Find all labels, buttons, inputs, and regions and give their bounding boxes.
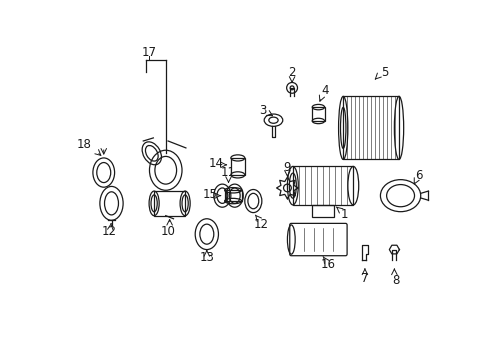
Text: 1: 1 [340, 208, 348, 221]
Text: 8: 8 [391, 274, 399, 287]
Text: 6: 6 [415, 169, 422, 182]
Text: 15: 15 [202, 188, 217, 201]
Bar [292, 166, 352, 205]
Bar [154, 191, 185, 216]
Text: 16: 16 [320, 258, 335, 271]
Text: 9: 9 [283, 161, 290, 175]
Bar [311, 107, 324, 121]
Text: 13: 13 [199, 251, 214, 264]
Bar [343, 96, 398, 159]
Text: 12: 12 [102, 225, 117, 238]
Text: 10: 10 [161, 225, 175, 238]
Text: 2: 2 [288, 66, 295, 79]
Text: 11: 11 [221, 166, 236, 179]
Bar [311, 205, 333, 217]
Text: 17: 17 [141, 46, 156, 59]
Bar [224, 190, 241, 201]
Bar [230, 158, 244, 175]
Text: 14: 14 [208, 157, 223, 170]
Text: 7: 7 [361, 271, 368, 284]
Text: 5: 5 [381, 66, 388, 79]
Text: 4: 4 [320, 85, 328, 98]
Text: 3: 3 [259, 104, 266, 117]
Text: 12: 12 [253, 218, 268, 231]
Text: 18: 18 [77, 138, 92, 151]
